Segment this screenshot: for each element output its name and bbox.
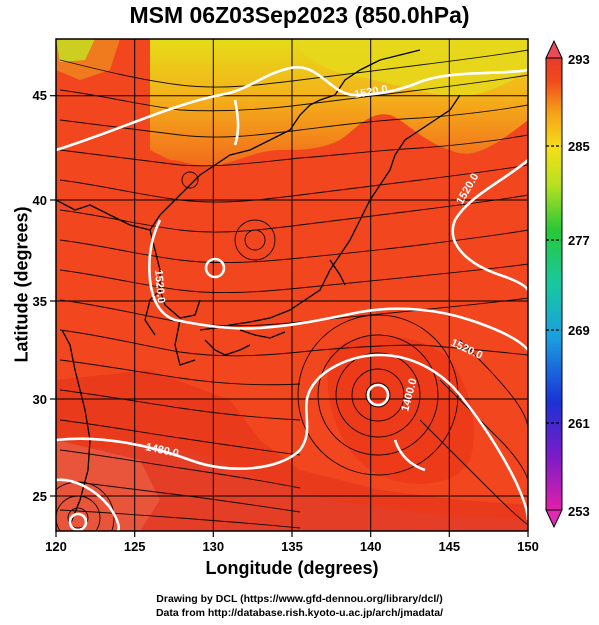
colorbar: [545, 39, 563, 529]
x-tick-label: 135: [281, 539, 303, 554]
contour-label: 1520.0: [353, 83, 388, 101]
height-contours: [56, 66, 528, 531]
x-tick-label: 120: [45, 539, 67, 554]
y-tick-label: 30: [33, 392, 47, 407]
colorbar-tick-label: 253: [568, 504, 590, 519]
y-tick-label: 25: [33, 489, 47, 504]
y-tick-label: 45: [33, 88, 47, 103]
colorbar-min-arrow: [545, 509, 563, 529]
map-title: MSM 06Z03Sep2023 (850.0hPa): [129, 2, 470, 28]
x-tick-label: 150: [517, 539, 539, 554]
colorbar-tick-label: 277: [568, 233, 590, 248]
y-axis-label: Latitude (degrees): [11, 206, 32, 363]
x-tick-label: 145: [438, 539, 460, 554]
y-tick-label: 40: [33, 193, 47, 208]
colorbar-max-arrow: [545, 39, 563, 59]
contour-label: 1520.0: [152, 269, 167, 304]
colorbar-tick-label: 261: [568, 416, 590, 431]
colorbar-tick-label: 293: [568, 52, 590, 67]
credit-drawing: Drawing by DCL (https://www.gfd-dennou.o…: [156, 593, 443, 605]
axis-ticks: [50, 95, 529, 537]
colorbar-tick-label: 285: [568, 139, 590, 154]
coastlines: [56, 49, 461, 526]
x-tick-label: 125: [124, 539, 146, 554]
graticule: [56, 39, 528, 531]
x-tick-label: 130: [202, 539, 224, 554]
x-tick-label: 140: [360, 539, 382, 554]
y-tick-label: 35: [33, 294, 47, 309]
colorbar-tick-label: 269: [568, 323, 590, 338]
x-axis-label: Longitude (degrees): [205, 558, 379, 578]
credit-data-source: Data from http://database.rish.kyoto-u.a…: [155, 607, 444, 619]
